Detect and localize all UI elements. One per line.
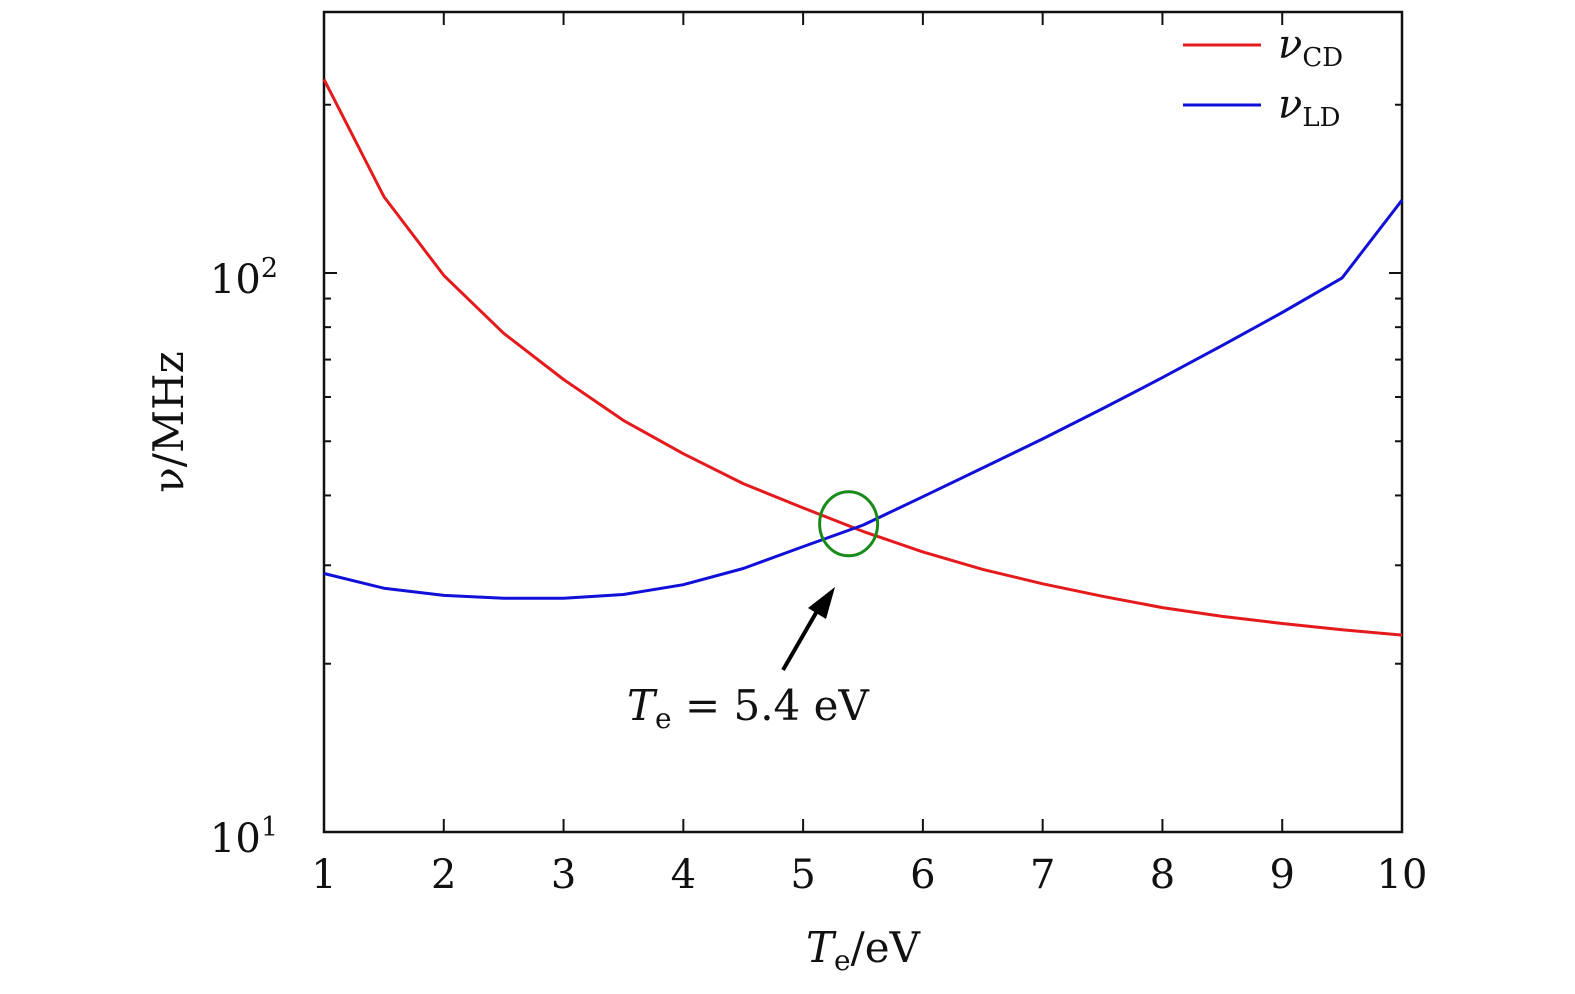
series-line-cd [322, 78, 1403, 637]
annotation-arrow-head [808, 587, 835, 619]
x-tick-label: 8 [1150, 852, 1175, 898]
x-tick-label: 5 [790, 852, 815, 898]
series-line-ld [323, 199, 1404, 600]
annotation-label-sub: e [655, 702, 672, 735]
y-axis-ticks: 101 102 [210, 103, 1402, 862]
x-tick-label: 7 [1030, 852, 1055, 898]
x-axis-label-unit: /eV [851, 923, 921, 972]
legend-label-cd-sub: CD [1302, 43, 1343, 73]
x-tick-label: 10 [1377, 852, 1428, 898]
annotation-label-value: = 5.4 eV [672, 681, 870, 730]
plot-frame [322, 10, 1404, 834]
y-tick-label: 102 [210, 253, 278, 303]
series-layer [322, 78, 1404, 637]
legend-label-ld: νLD [1278, 82, 1340, 133]
intersection-circle [818, 490, 880, 558]
x-tick-label: 9 [1269, 852, 1294, 898]
y-tick-label: 101 [210, 812, 278, 862]
x-tick-label: 3 [551, 852, 576, 898]
y-axis-label: ν/MHz [144, 351, 193, 492]
x-tick-label: 6 [910, 852, 935, 898]
legend-label-cd-main: ν [1278, 22, 1302, 68]
annotation-label: Te = 5.4 eV [627, 681, 869, 735]
annotation-label-var: T [627, 681, 658, 730]
legend-label-ld-sub: LD [1302, 103, 1340, 133]
x-tick-label: 4 [671, 852, 696, 898]
x-axis-label-var: T [806, 923, 837, 972]
annotation-arrow-shaft [781, 604, 822, 672]
legend-label-cd: νCD [1278, 22, 1343, 73]
x-axis-label-sub: e [834, 944, 851, 977]
x-tick-label: 1 [311, 852, 336, 898]
x-axis-ticks: 1 2 3 4 5 6 7 8 9 10 [311, 12, 1427, 898]
x-tick-label: 2 [431, 852, 456, 898]
annotation-layer [781, 490, 880, 672]
x-axis-label: Te/eV [806, 923, 921, 977]
legend: νCD νLD [1183, 22, 1343, 133]
legend-label-ld-main: ν [1278, 82, 1302, 128]
